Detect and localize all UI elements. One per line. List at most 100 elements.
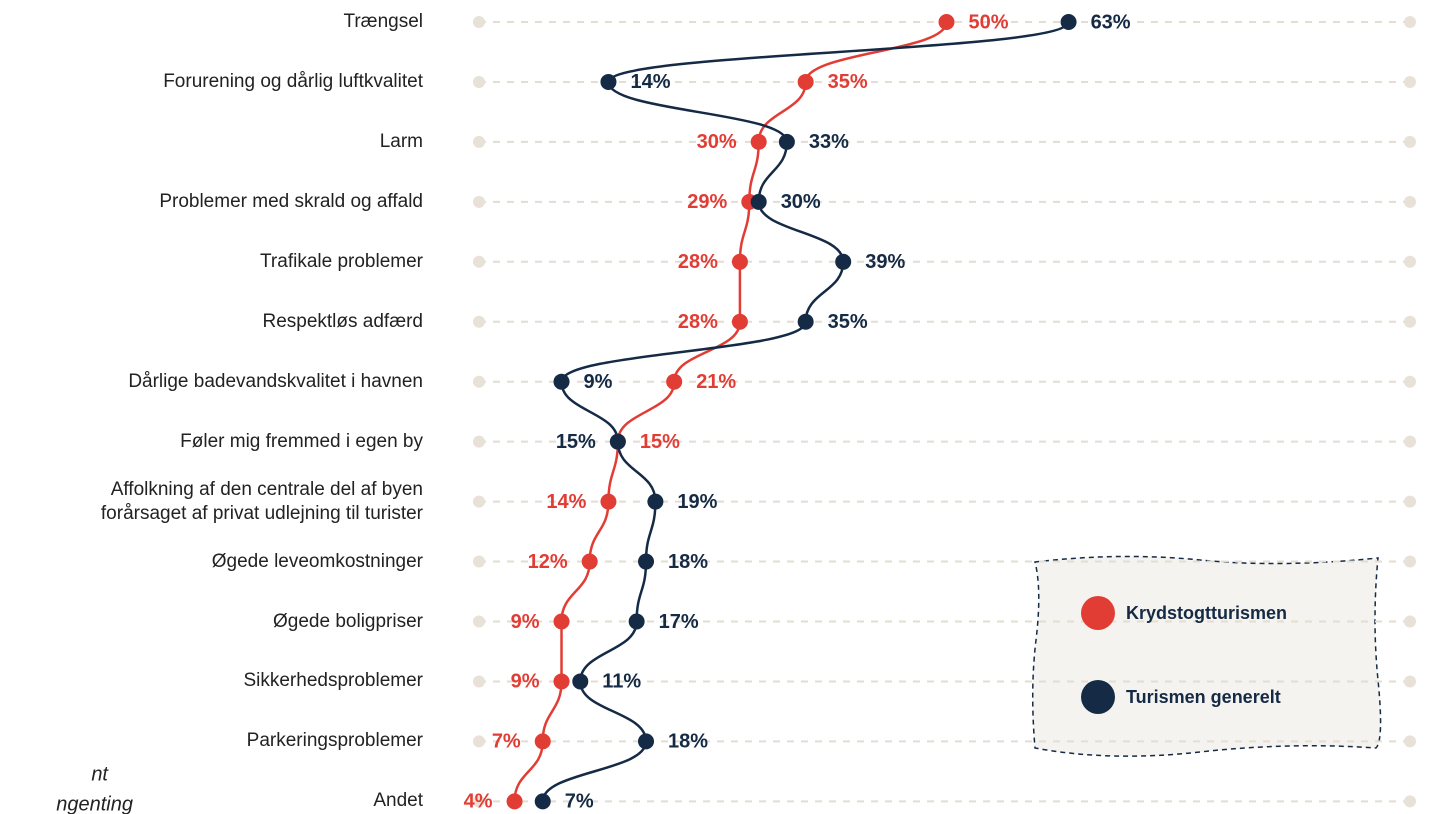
row-end (473, 195, 485, 208)
value-label: 15% (640, 431, 680, 453)
row-end (473, 75, 485, 88)
value-label: 39% (865, 251, 905, 273)
dot (628, 613, 645, 630)
value-label: 14% (630, 71, 670, 93)
category-label: Respektløs adfærd (262, 310, 423, 332)
dot (600, 73, 617, 90)
row-end (1404, 795, 1416, 808)
value-label: 50% (969, 11, 1009, 33)
dot (553, 673, 570, 690)
value-label: 18% (668, 731, 708, 753)
category-label: Øgede leveomkostninger (211, 550, 423, 572)
row-end (1404, 735, 1416, 748)
dot (731, 313, 748, 330)
dot (581, 553, 598, 570)
annotation: ngenting (56, 793, 133, 814)
row-end (1404, 555, 1416, 568)
value-label: 4% (464, 791, 493, 813)
value-label: 28% (678, 251, 718, 273)
value-label: 30% (697, 131, 737, 153)
category-label: Trængsel (343, 11, 423, 32)
category-label: Dårlige badevandskvalitet i havnen (128, 370, 423, 392)
row-end (1404, 675, 1416, 688)
category-label: Problemer med skrald og affald (159, 190, 423, 212)
legend-label: Krydstogtturismen (1126, 603, 1287, 623)
category-label: Føler mig fremmed i egen by (180, 430, 423, 452)
row-end (1404, 375, 1416, 388)
dot (600, 493, 617, 510)
dot (506, 793, 523, 810)
row-end (473, 615, 485, 628)
dot (666, 373, 683, 390)
row-end (473, 675, 485, 688)
row-end (473, 495, 485, 508)
row-end (473, 255, 485, 268)
value-label: 29% (687, 191, 727, 213)
dot (609, 433, 626, 450)
value-label: 33% (809, 131, 849, 153)
row-end (1404, 16, 1416, 28)
dot (534, 793, 551, 810)
value-label: 15% (556, 431, 596, 453)
value-label: 7% (492, 731, 521, 753)
row-end (473, 135, 485, 148)
series-line (541, 21, 1070, 802)
dot (797, 313, 814, 330)
dot (1060, 14, 1077, 30)
value-label: 35% (828, 71, 868, 93)
value-label: 9% (584, 371, 613, 393)
row-end (473, 795, 485, 808)
dot (778, 133, 795, 150)
category-label: Larm (379, 130, 423, 152)
dot (797, 73, 814, 90)
row-end (473, 375, 485, 388)
category-label: Trafikale problemer (260, 250, 423, 272)
dot (638, 553, 655, 570)
value-label: 11% (602, 671, 641, 693)
legend-label: Turismen generelt (1126, 687, 1281, 707)
value-label: 28% (678, 311, 718, 333)
row-end (473, 555, 485, 568)
dot (647, 493, 664, 510)
category-label: Affolkning af den centrale del af byen f… (100, 478, 423, 524)
value-label: 12% (528, 551, 568, 573)
dot (835, 253, 852, 270)
category-label: Sikkerhedsproblemer (243, 670, 423, 692)
value-label: 19% (677, 491, 717, 513)
legend-box (1031, 555, 1382, 757)
dot (750, 193, 767, 210)
dot (938, 14, 955, 30)
dot (572, 673, 589, 690)
row-end (1404, 195, 1416, 208)
row-end (473, 735, 485, 748)
row-end (1404, 75, 1416, 88)
dot (553, 613, 570, 630)
row-end (1404, 315, 1416, 328)
annotation: nt (91, 763, 109, 785)
category-label: Andet (373, 790, 423, 812)
value-label: 9% (511, 611, 540, 633)
value-label: 30% (781, 191, 821, 213)
row-end (473, 16, 485, 28)
dot (534, 733, 551, 750)
value-label: 35% (828, 311, 868, 333)
value-label: 17% (659, 611, 699, 633)
row-end (473, 435, 485, 448)
value-label: 18% (668, 551, 708, 573)
dot (731, 253, 748, 270)
dot (553, 373, 570, 390)
value-label: 14% (546, 491, 586, 513)
dot (750, 133, 767, 150)
category-label: Forurening og dårlig luftkvalitet (163, 70, 423, 92)
value-label: 9% (511, 671, 540, 693)
row-end (1404, 435, 1416, 448)
row-end (1404, 495, 1416, 508)
dot (638, 733, 655, 750)
value-label: 63% (1091, 11, 1131, 33)
legend-swatch (1081, 596, 1115, 630)
value-label: 7% (565, 791, 594, 813)
row-end (1404, 255, 1416, 268)
value-label: 21% (696, 371, 736, 393)
